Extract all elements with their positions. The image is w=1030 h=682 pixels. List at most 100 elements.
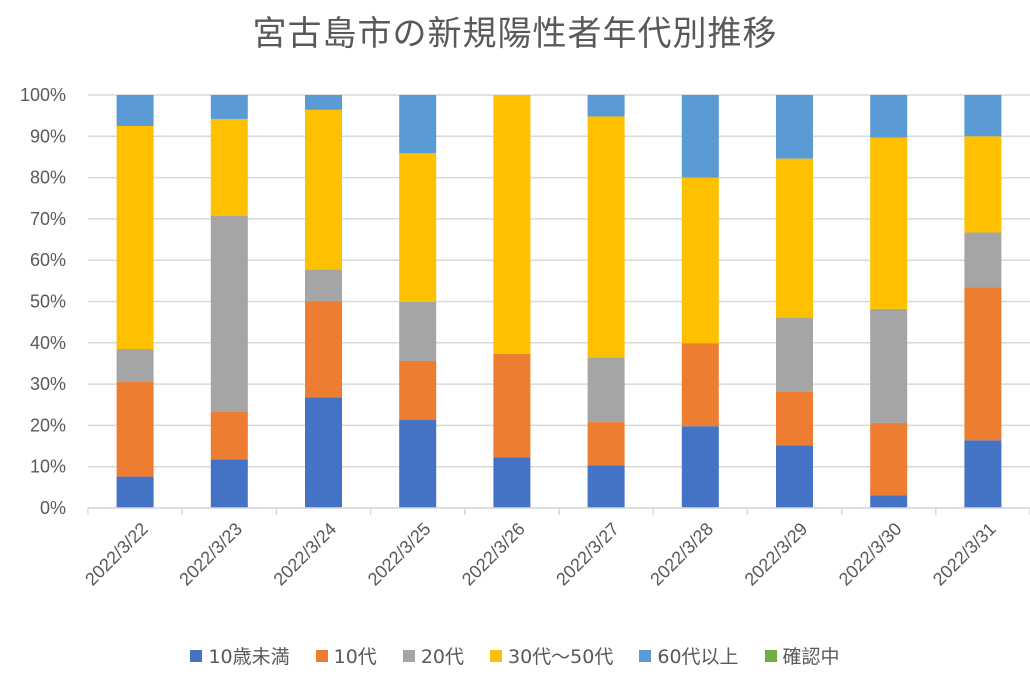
bar-segment [870,308,908,423]
bar-stack [493,95,531,508]
bar-stack [776,95,813,508]
x-tick-label: 2022/3/25 [364,519,435,590]
legend-swatch [764,649,777,662]
legend-swatch [639,649,652,662]
bar-segment [964,287,1002,441]
y-tick-label: 50% [30,292,66,312]
bar-segment [776,95,813,159]
bar-segment [776,158,813,318]
y-tick-label: 0% [40,498,66,518]
bar-segment [493,457,531,508]
bar-segment [116,381,154,477]
y-tick-label: 90% [30,126,66,146]
x-tick-label: 2022/3/29 [741,519,812,590]
legend-label: 10歳未満 [208,646,290,668]
legend-item: 確認中 [764,642,840,669]
x-tick-label: 2022/3/28 [646,519,717,590]
x-tick-label: 2022/3/27 [552,519,623,590]
y-tick-label: 10% [30,457,66,477]
x-tick-label: 2022/3/23 [175,519,246,590]
y-tick-label: 60% [30,250,66,270]
legend-label: 30代〜50代 [508,646,614,668]
bars [116,95,1002,508]
y-tick-label: 40% [30,333,66,353]
bar-segment [116,95,154,126]
bar-segment [587,95,625,117]
bar-segment [681,426,719,508]
bar-segment [399,95,437,154]
legend-label: 10代 [333,646,377,668]
y-tick-label: 100% [20,85,66,105]
bar-segment [210,216,248,412]
bar-segment [210,411,248,460]
bar-segment [399,301,437,361]
y-axis-ticks: 0% 10% 20% 30% 40% 50% 60% 70% 80% 90% 100% [20,85,66,518]
legend-item: 60代以上 [639,642,739,669]
bar-segment [681,95,719,178]
bar-segment [493,95,531,354]
legend-swatch [490,649,502,662]
bar-segment [399,153,437,302]
bar-segment [776,445,813,508]
legend-item: 30代〜50代 [490,642,613,669]
bar-stack [210,95,248,508]
x-tick-label: 2022/3/26 [458,519,529,590]
y-tick-label: 80% [30,168,66,188]
legend-label: 確認中 [782,646,840,668]
bar-segment [587,422,625,466]
bar-segment [964,136,1002,233]
bar-segment [776,391,813,446]
y-tick-label: 20% [30,415,66,435]
y-tick-label: 30% [30,374,66,394]
legend-item: 10歳未満 [190,642,290,669]
bar-segment [305,109,342,270]
bar-segment [681,177,719,344]
bar-segment [116,348,154,382]
bar-stack [399,95,437,508]
bar-segment [964,232,1002,288]
legend-swatch [315,649,328,662]
legend-label: 60代以上 [657,646,739,668]
y-tick-label: 70% [30,209,66,229]
legend-label: 20代 [420,646,464,668]
bar-segment [493,353,531,458]
bar-segment [210,459,248,508]
bar-segment [587,116,625,358]
bar-segment [870,422,908,496]
legend: 10歳未満 10代 20代 30代〜50代 60代以上 確認中 [0,642,1030,669]
bar-segment [870,137,908,309]
bar-stack [681,95,719,508]
bar-segment [210,118,248,217]
bar-segment [305,397,342,508]
bar-stack [870,95,908,508]
bar-segment [870,495,908,508]
bar-segment [305,301,342,398]
bar-stack [964,95,1002,508]
bar-segment [587,357,625,423]
x-tick-label: 2022/3/30 [835,519,906,590]
bar-segment [210,95,248,119]
bar-segment [399,420,437,508]
bar-segment [870,95,908,138]
x-axis: 2022/3/22 2022/3/23 2022/3/24 2022/3/25 2022… [81,507,1030,590]
bar-segment [681,343,719,427]
bar-segment [587,465,625,508]
x-tick-label: 2022/3/22 [81,519,152,590]
legend-swatch [190,649,203,662]
legend-swatch [402,649,415,662]
bar-stack [587,95,625,508]
bar-segment [399,360,437,421]
bar-segment [305,95,342,110]
legend-item: 20代 [402,642,464,669]
x-tick-label: 2022/3/24 [270,519,341,590]
x-tick-label: 2022/3/31 [929,519,1000,590]
chart-title: 宮古島市の新規陽性者年代別推移 [252,14,778,54]
bar-stack [116,95,154,508]
bar-segment [776,317,813,392]
bar-stack [305,95,342,508]
bar-segment [305,269,342,302]
bar-segment [116,476,154,508]
bar-segment [964,440,1002,508]
legend-item: 10代 [315,642,377,669]
chart-plot: 0% 10% 20% 30% 40% 50% 60% 70% 80% 90% 100% 2022/3… [20,85,1030,590]
